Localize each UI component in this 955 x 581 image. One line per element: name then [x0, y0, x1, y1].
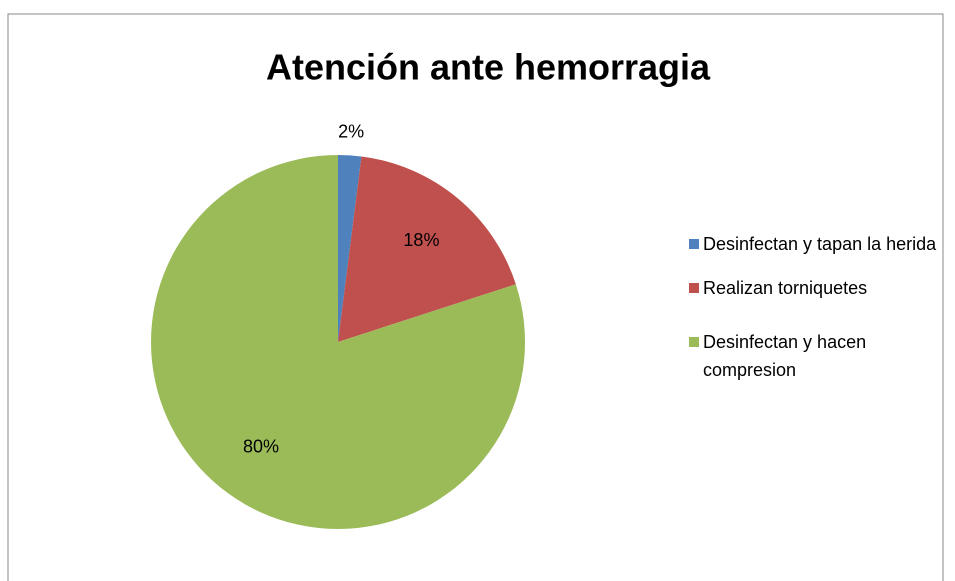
- legend-label: Realizan torniquetes: [703, 278, 868, 298]
- chart-title: Atención ante hemorragia: [266, 47, 711, 88]
- pie-slice: [338, 155, 362, 342]
- legend-label: Desinfectan y tapan la herida: [703, 234, 937, 254]
- pie-slice: [151, 155, 526, 530]
- pie-slice: [338, 156, 516, 342]
- legend-item: Desinfectan y hacen compresion: [689, 328, 943, 384]
- data-label: 18%: [403, 230, 439, 250]
- data-label: 80%: [243, 437, 279, 457]
- legend-label: Desinfectan y hacen compresion: [703, 332, 867, 380]
- legend-swatch: [689, 283, 699, 293]
- chart-border: [7, 13, 944, 581]
- legend: Desinfectan y tapan la herida Realizan to…: [689, 230, 951, 384]
- legend-swatch: [689, 239, 699, 249]
- data-label: 2%: [338, 122, 364, 142]
- legend-item: Realizan torniquetes: [689, 274, 943, 302]
- legend-swatch: [689, 337, 699, 347]
- legend-item: Desinfectan y tapan la herida: [689, 230, 943, 258]
